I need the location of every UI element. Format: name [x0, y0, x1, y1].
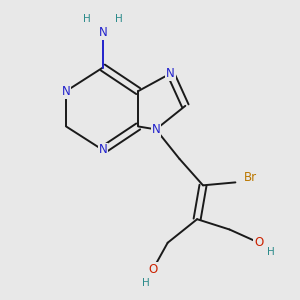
Text: H: H [267, 247, 274, 256]
Text: Br: Br [244, 172, 257, 184]
Text: O: O [254, 236, 264, 249]
Text: O: O [148, 263, 158, 276]
Text: N: N [152, 123, 160, 136]
Text: H: H [83, 14, 91, 24]
Text: H: H [115, 14, 123, 24]
Text: N: N [98, 26, 107, 39]
Text: N: N [98, 143, 107, 157]
Text: H: H [142, 278, 149, 287]
Text: N: N [166, 67, 175, 80]
Text: N: N [62, 85, 70, 98]
